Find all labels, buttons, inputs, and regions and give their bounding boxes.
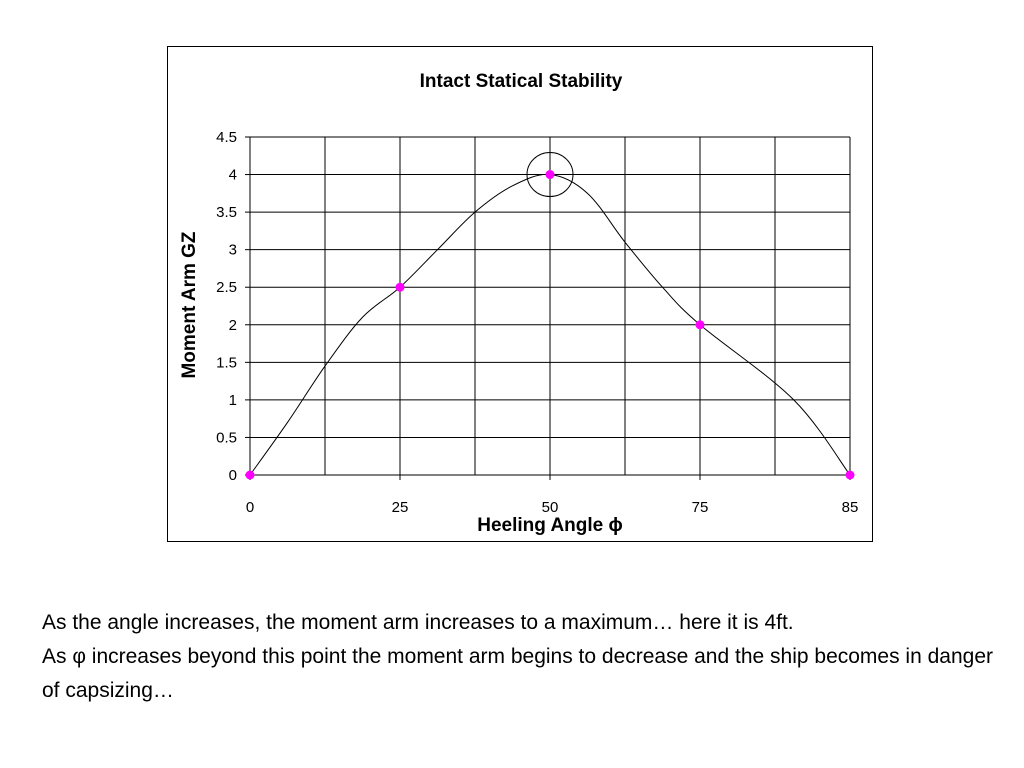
x-tick-label: 85 <box>842 499 859 516</box>
data-point <box>545 170 555 180</box>
x-tick-label: 0 <box>246 499 254 516</box>
y-tick-label: 3.5 <box>216 204 237 221</box>
x-tick-label: 75 <box>692 499 709 516</box>
grid-layer <box>245 136 851 480</box>
y-tick-labels: 0 0.5 1 1.5 2 2.5 3 3.5 4 4.5 <box>216 129 237 484</box>
y-tick-label: 1 <box>229 392 237 409</box>
data-point <box>395 282 405 292</box>
caption-text: As the angle increases, the moment arm i… <box>42 606 1002 708</box>
line-chart: Intact Statical Stability 0 0.5 1 1.5 2 2.5 3 3… <box>179 71 859 536</box>
chart-container: Intact Statical Stability 0 0.5 1 1.5 2 2.5 3 3… <box>167 46 873 542</box>
y-tick-label: 1.5 <box>216 354 237 371</box>
max-point-highlight-ring <box>526 152 574 198</box>
data-point <box>845 470 855 480</box>
y-tick-label: 2.5 <box>216 279 237 296</box>
x-axis-title: Heeling Angle ϕ <box>477 515 623 536</box>
y-tick-label: 3 <box>229 242 237 259</box>
caption-line-2: As φ increases beyond this point the mom… <box>42 645 993 702</box>
data-point <box>695 320 705 330</box>
data-point <box>245 470 255 480</box>
data-points <box>245 170 855 480</box>
caption-line-1: As the angle increases, the moment arm i… <box>42 611 794 634</box>
x-tick-labels: 0 25 50 75 85 <box>246 499 859 516</box>
x-tick-label: 50 <box>542 499 559 516</box>
y-axis-title: Moment Arm GZ <box>179 231 200 378</box>
y-tick-label: 4 <box>229 167 237 184</box>
y-tick-label: 4.5 <box>216 129 237 146</box>
chart-title: Intact Statical Stability <box>420 71 623 92</box>
y-tick-label: 0 <box>229 467 237 484</box>
y-tick-label: 0.5 <box>216 429 237 446</box>
y-tick-label: 2 <box>229 317 237 334</box>
x-tick-label: 25 <box>392 499 409 516</box>
